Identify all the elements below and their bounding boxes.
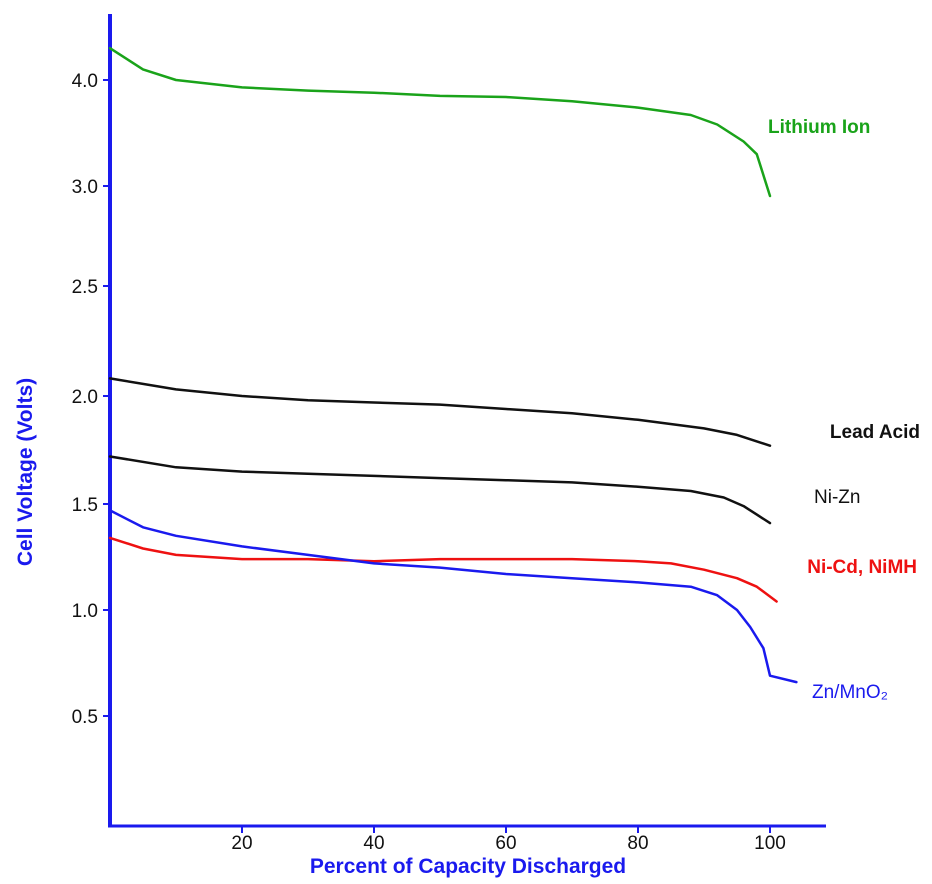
series-label-zn-mno: Zn/MnO₂ [812,682,888,703]
y-tick-label: 2.5 [72,277,98,298]
series-lines [108,46,798,684]
series-line-ni-cd-nimh [108,536,778,603]
y-tick-label: 4.0 [72,71,98,92]
series-label-lead-acid: Lead Acid [830,422,920,443]
tick-labels: 0.5 1.0 1.5 2.0 2.5 3.0 4.0 20 40 60 80 100 [72,71,786,854]
y-tick-label: 0.5 [72,707,98,728]
series-label-lithium-ion: Lithium Ion [768,117,870,138]
y-axis-title: Cell Voltage (Volts) [14,378,37,566]
axes [103,14,826,833]
series-line-zn-mno [108,509,798,684]
series-line-lead-acid [108,377,772,447]
series-labels: Lithium Ion Lead Acid Ni-Zn Ni-Cd, NiMH Zn/M… [768,117,920,703]
series-label-ni-zn: Ni-Zn [814,487,860,508]
y-tick-label: 2.0 [72,387,98,408]
series-line-lithium-ion [108,46,772,198]
y-tick-label: 3.0 [72,177,98,198]
series-line-ni-zn [108,455,772,525]
x-tick-label: 40 [363,833,384,854]
x-tick-label: 100 [754,833,786,854]
series-label-ni-cd-nimh: Ni-Cd, NiMH [807,557,917,578]
y-tick-label: 1.5 [72,495,98,516]
x-axis-title: Percent of Capacity Discharged [310,855,626,878]
y-tick-label: 1.0 [72,601,98,622]
x-tick-label: 20 [231,833,252,854]
x-tick-label: 80 [627,833,648,854]
x-tick-label: 60 [495,833,516,854]
